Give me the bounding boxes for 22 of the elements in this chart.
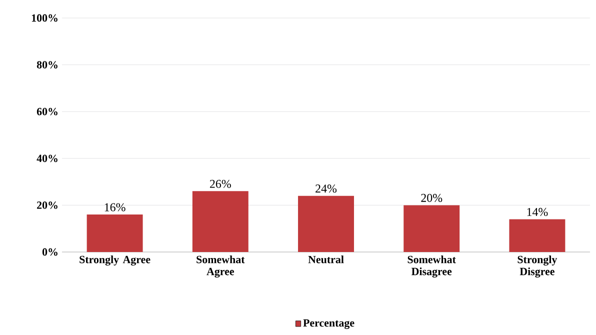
data-label: 20% — [421, 194, 442, 202]
bar — [509, 219, 566, 252]
bar — [298, 196, 354, 252]
bar — [192, 191, 248, 252]
data-label: 16% — [104, 203, 126, 212]
bar — [86, 214, 143, 252]
bar — [404, 205, 460, 252]
x-tick-label: Somewhat Disagree — [408, 256, 456, 278]
x-tick-label: Neutral — [308, 256, 344, 264]
legend-label: Percentage — [303, 319, 354, 329]
y-tick-label: 60% — [36, 108, 58, 116]
x-tick-label: Strongly Disgree — [518, 256, 558, 278]
y-tick-label: 20% — [37, 201, 58, 209]
data-label: 24% — [316, 184, 337, 193]
y-tick-label: 40% — [36, 154, 58, 162]
data-label: 26% — [210, 180, 231, 188]
x-tick-label: Strongly Agree — [80, 256, 150, 266]
y-tick-label: 80% — [36, 61, 58, 69]
data-label: 14% — [527, 208, 548, 216]
y-tick-label: 100% — [32, 14, 58, 22]
x-tick-label: Somewhat Agree — [196, 256, 245, 278]
y-tick-label: 0% — [42, 248, 58, 256]
